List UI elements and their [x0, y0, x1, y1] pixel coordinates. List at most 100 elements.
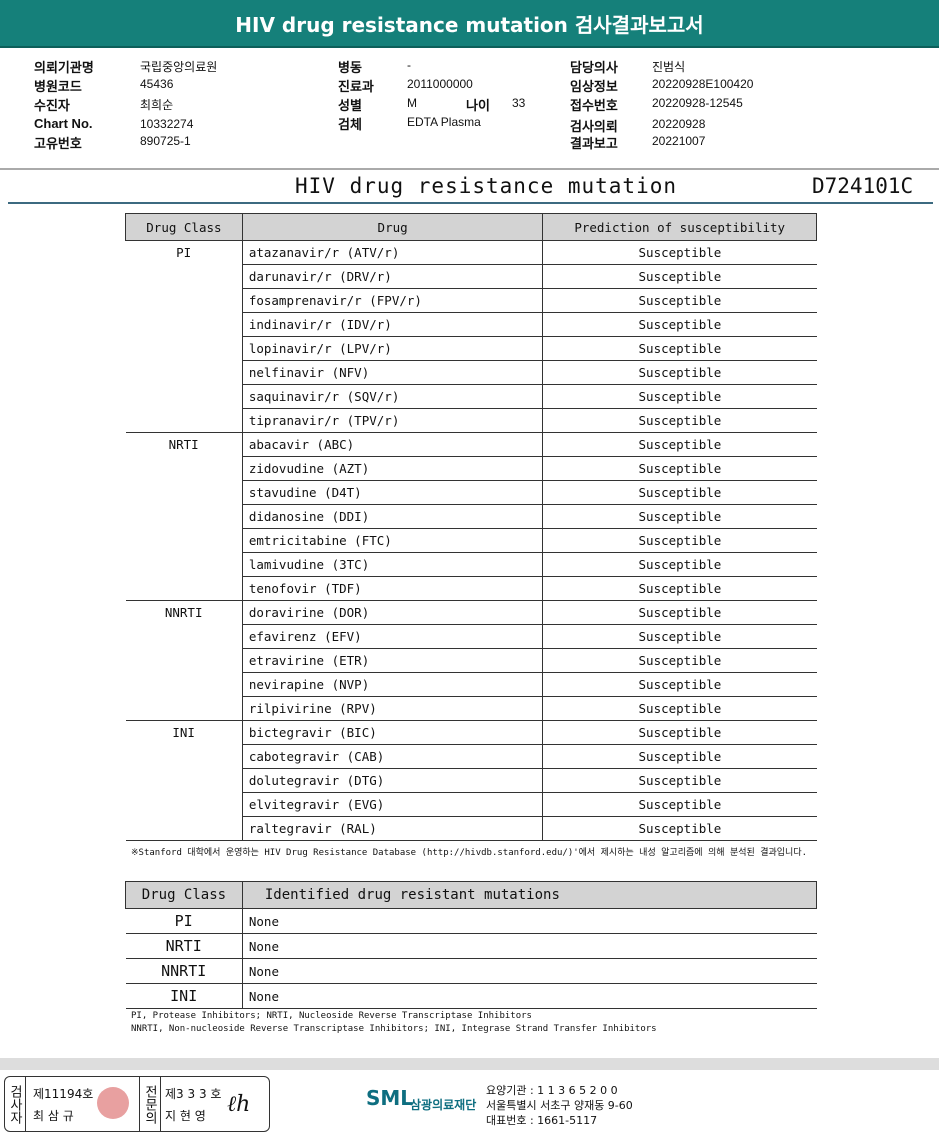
- table-row: tipranavir/r (TPV/r) Susceptible: [126, 408, 817, 433]
- table-row: lopinavir/r (LPV/r) Susceptible: [126, 336, 817, 361]
- drug-cell: bictegravir (BIC): [242, 720, 544, 745]
- drug-cell: efavirenz (EFV): [242, 624, 544, 649]
- info-label: 담당의사: [570, 60, 618, 75]
- table-row: stavudine (D4T) Susceptible: [126, 480, 817, 505]
- table-row: cabotegravir (CAB) Susceptible: [126, 744, 817, 769]
- drug-cell: darunavir/r (DRV/r): [242, 264, 544, 289]
- info-label: 검사의뢰: [570, 119, 618, 134]
- drug-class-cell: INI: [125, 720, 243, 841]
- mutation-cell: None: [242, 958, 817, 984]
- info-value: 진범식: [652, 60, 686, 74]
- info-value: -: [407, 58, 411, 72]
- table-row: fosamprenavir/r (FPV/r) Susceptible: [126, 288, 817, 313]
- info-label: 병동: [338, 60, 362, 75]
- drug-cell: dolutegravir (DTG): [242, 768, 544, 793]
- info-value: 10332274: [140, 117, 194, 131]
- drug-class-cell: PI: [125, 240, 243, 433]
- table-row: nevirapine (NVP) Susceptible: [126, 672, 817, 697]
- prediction-cell: Susceptible: [542, 576, 817, 601]
- abbreviation-line: PI, Protease Inhibitors; NRTI, Nucleosid…: [131, 1011, 532, 1021]
- drug-cell: rilpivirine (RPV): [242, 696, 544, 721]
- seal-stamp: [97, 1087, 129, 1119]
- info-value: 2011000000: [407, 77, 473, 91]
- mutations-table: Drug Class Identified drug resistant mut…: [125, 881, 818, 1009]
- table-row: PI None: [125, 908, 817, 934]
- prediction-cell: Susceptible: [542, 384, 817, 409]
- drug-cell: indinavir/r (IDV/r): [242, 312, 544, 337]
- report-title: HIV drug resistance mutation 검사결과보고서: [0, 0, 939, 48]
- table-row: NNRTI None: [125, 958, 817, 984]
- drug-cell: tenofovir (TDF): [242, 576, 544, 601]
- info-value: M: [407, 96, 417, 110]
- header-drug-class: Drug Class: [125, 213, 243, 241]
- drug-cell: stavudine (D4T): [242, 480, 544, 505]
- specialist-number: 제3 3 3 호: [165, 1087, 222, 1101]
- prediction-cell: Susceptible: [542, 792, 817, 817]
- prediction-cell: Susceptible: [542, 528, 817, 553]
- drug-cell: atazanavir/r (ATV/r): [242, 240, 544, 265]
- inspector-number: 제11194호: [33, 1087, 94, 1101]
- prediction-cell: Susceptible: [542, 480, 817, 505]
- prediction-cell: Susceptible: [542, 600, 817, 625]
- drug-class-cell: NRTI: [125, 432, 243, 601]
- address: 서울특별시 서초구 양재동 9-60: [486, 1099, 633, 1112]
- drug-cell: emtricitabine (FTC): [242, 528, 544, 553]
- drug-class-cell: INI: [125, 983, 243, 1009]
- specialist-label: 전문의: [139, 1077, 161, 1131]
- handwritten-signature: ℓh: [227, 1092, 251, 1117]
- info-label: Chart No.: [34, 116, 93, 131]
- drug-cell: cabotegravir (CAB): [242, 744, 544, 769]
- divider: [8, 202, 933, 204]
- header-drug-class: Drug Class: [125, 881, 243, 909]
- drug-cell: lamivudine (3TC): [242, 552, 544, 577]
- table-row: rilpivirine (RPV) Susceptible: [126, 696, 817, 721]
- drug-cell: tipranavir/r (TPV/r): [242, 408, 544, 433]
- info-label: 성별: [338, 98, 362, 113]
- inspector-label: 검사자: [5, 1077, 26, 1131]
- table-row: NNRTI doravirine (DOR) Susceptible: [125, 600, 817, 721]
- test-code: D724101C: [812, 174, 914, 198]
- prediction-cell: Susceptible: [542, 456, 817, 481]
- drug-cell: etravirine (ETR): [242, 648, 544, 673]
- drug-cell: zidovudine (AZT): [242, 456, 544, 481]
- organization-name: 삼광의료재단: [410, 1098, 477, 1112]
- info-value: 20220928E100420: [652, 77, 754, 91]
- prediction-cell: Susceptible: [542, 720, 817, 745]
- table-row: INI None: [125, 983, 817, 1009]
- section-title: HIV drug resistance mutation: [295, 174, 678, 198]
- drug-class-cell: NRTI: [125, 933, 243, 959]
- table-row: efavirenz (EFV) Susceptible: [126, 624, 817, 649]
- prediction-cell: Susceptible: [542, 504, 817, 529]
- table-row: emtricitabine (FTC) Susceptible: [126, 528, 817, 553]
- drug-class-cell: NNRTI: [125, 600, 243, 721]
- age-label: 나이: [466, 98, 490, 113]
- prediction-cell: Susceptible: [542, 552, 817, 577]
- info-label: 고유번호: [34, 136, 82, 151]
- header-mutations: Identified drug resistant mutations: [241, 881, 818, 909]
- drug-cell: abacavir (ABC): [242, 432, 544, 457]
- info-label: 검체: [338, 117, 362, 132]
- mutation-cell: None: [242, 933, 817, 959]
- table-row: didanosine (DDI) Susceptible: [126, 504, 817, 529]
- info-label: 접수번호: [570, 98, 618, 113]
- susceptibility-table: Drug Class Drug Prediction of susceptibi…: [125, 213, 817, 841]
- table-row: darunavir/r (DRV/r) Susceptible: [126, 264, 817, 289]
- table-row: elvitegravir (EVG) Susceptible: [126, 792, 817, 817]
- sml-logo: SML: [366, 1086, 414, 1110]
- drug-cell: raltegravir (RAL): [242, 816, 544, 841]
- prediction-cell: Susceptible: [542, 744, 817, 769]
- prediction-cell: Susceptible: [542, 264, 817, 289]
- info-label: 진료과: [338, 79, 374, 94]
- abbreviation-line: NNRTI, Non-nucleoside Reverse Transcript…: [131, 1024, 657, 1034]
- info-label: 의뢰기관명: [34, 60, 94, 75]
- table-row: nelfinavir (NFV) Susceptible: [126, 360, 817, 385]
- inspector-name: 최 삼 규: [33, 1109, 74, 1123]
- prediction-cell: Susceptible: [542, 672, 817, 697]
- prediction-cell: Susceptible: [542, 336, 817, 361]
- table-row: NRTI abacavir (ABC) Susceptible: [125, 432, 817, 601]
- info-label: 임상정보: [570, 79, 618, 94]
- prediction-cell: Susceptible: [542, 624, 817, 649]
- info-value: 20220928: [652, 117, 706, 131]
- drug-cell: nevirapine (NVP): [242, 672, 544, 697]
- prediction-cell: Susceptible: [542, 240, 817, 265]
